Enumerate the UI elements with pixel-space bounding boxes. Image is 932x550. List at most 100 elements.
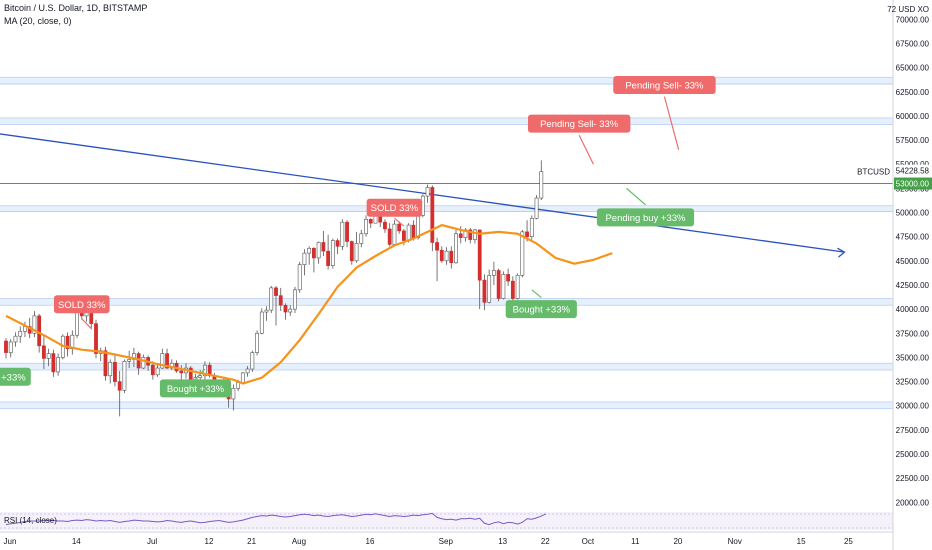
price-tick-11: 42500.00 <box>896 281 930 290</box>
candle-57 <box>274 287 278 296</box>
callout-box-6 <box>596 208 695 227</box>
price-tick-16: 30000.00 <box>896 402 930 411</box>
support-resistance-zones <box>0 76 893 410</box>
candle-2 <box>13 335 18 343</box>
indicator-legend: MA (20, close, 0) <box>4 16 72 26</box>
time-label-5: Aug <box>292 537 306 546</box>
trendline-arrow <box>837 247 846 258</box>
callout-pointer-3 <box>578 134 594 165</box>
callout-label-4: Bought +33% <box>167 384 225 395</box>
price-tick-19: 22500.00 <box>896 474 930 483</box>
time-label-1: 14 <box>72 537 81 546</box>
time-label-11: 11 <box>631 537 640 546</box>
price-axis-bg <box>893 0 932 550</box>
zone-1 <box>0 117 893 125</box>
candle-112 <box>534 197 539 219</box>
callout-box-3 <box>527 114 631 133</box>
candle-104 <box>496 270 501 299</box>
candle-13 <box>65 335 70 350</box>
hline-price-label: 53000.00 <box>896 180 930 189</box>
candle-102 <box>487 275 492 303</box>
candle-86 <box>411 224 416 238</box>
price-tick-2: 65000.00 <box>896 64 930 73</box>
candle-26 <box>127 359 132 362</box>
time-label-15: 25 <box>844 537 853 546</box>
candle-37 <box>179 370 184 374</box>
candle-25 <box>122 360 127 391</box>
zone-2 <box>0 205 893 212</box>
callout-pointer-0 <box>81 318 92 329</box>
chart-title: Bitcoin / U.S. Dollar, 1D, BITSTAMP <box>4 3 148 13</box>
candle-103 <box>492 270 496 276</box>
callouts: SOLD 33% SOLD 33% Pending Sell- 33% Pending… <box>0 76 716 398</box>
time-label-14: 15 <box>797 537 806 546</box>
price-tick-18: 25000.00 <box>896 450 930 459</box>
candle-53 <box>255 332 259 353</box>
candle-9 <box>46 353 51 359</box>
candle-108 <box>515 275 520 299</box>
candle-107 <box>510 280 515 299</box>
candle-56 <box>269 287 274 311</box>
candle-101 <box>482 279 487 303</box>
price-tick-10: 45000.00 <box>896 257 930 266</box>
time-label-4: 21 <box>247 537 256 546</box>
currency-label: 72 USD XO <box>887 5 929 14</box>
candle-72 <box>345 221 349 242</box>
candle-106 <box>506 274 511 282</box>
price-tick-13: 37500.00 <box>896 329 930 338</box>
candle-58 <box>278 295 283 306</box>
time-axis[interactable]: Jun 14 Jul 12 21 Aug 16 Sep 13 22 Oct 11 20 Nov 15 25 <box>0 531 893 546</box>
ma20-line <box>5 223 613 385</box>
price-tick-4: 60000.00 <box>896 112 930 121</box>
candle-67 <box>321 242 326 252</box>
candle-99 <box>473 229 477 240</box>
candle-33 <box>160 353 165 369</box>
candle-91 <box>435 242 439 251</box>
candle-87 <box>416 215 421 238</box>
candle-105 <box>501 274 506 299</box>
candle-82 <box>392 223 397 245</box>
price-tick-9: 47500.00 <box>896 233 930 242</box>
candle-66 <box>316 242 321 259</box>
time-label-6: 16 <box>366 537 375 546</box>
price-tick-8: 50000.00 <box>896 209 930 218</box>
candle-96 <box>458 233 463 238</box>
candle-63 <box>302 252 307 265</box>
trendline-layer <box>0 133 846 258</box>
price-tick-15: 32500.00 <box>896 378 930 387</box>
callout-label-1: SOLD 33% <box>371 203 419 214</box>
candle-89 <box>425 187 430 197</box>
candle-90 <box>430 187 435 243</box>
candle-10 <box>51 353 56 373</box>
candle-75 <box>359 233 364 244</box>
candle-50 <box>240 372 245 383</box>
candle-109 <box>520 231 525 276</box>
time-label-2: Jul <box>147 537 157 546</box>
rsi-band <box>0 512 893 530</box>
candle-65 <box>312 247 316 259</box>
price-tick-14: 35000.00 <box>896 353 930 362</box>
callout-label-2: Pending Sell- 33% <box>625 81 704 92</box>
candle-110 <box>525 231 529 237</box>
candle-3 <box>18 331 23 337</box>
candle-83 <box>397 223 402 232</box>
symbol-badge: BTCUSD <box>857 168 890 177</box>
candle-77 <box>368 218 373 224</box>
zone-3 <box>0 298 893 306</box>
candle-61 <box>293 289 297 310</box>
callout-pointer-4 <box>195 368 206 380</box>
candle-60 <box>288 308 293 313</box>
zone-5 <box>0 401 893 409</box>
callout-label-6: Pending buy +33% <box>605 213 686 224</box>
callout-label-5: Bought +33% <box>513 305 571 316</box>
callout-label-3: Pending Sell- 33% <box>540 119 619 130</box>
time-label-13: Nov <box>728 537 742 546</box>
price-tick-0: 70000.00 <box>896 15 930 24</box>
time-label-12: 20 <box>673 537 682 546</box>
time-label-7: Sep <box>439 537 454 546</box>
candle-19 <box>94 323 98 354</box>
candle-69 <box>330 240 335 266</box>
time-label-0: Jun <box>4 537 17 546</box>
